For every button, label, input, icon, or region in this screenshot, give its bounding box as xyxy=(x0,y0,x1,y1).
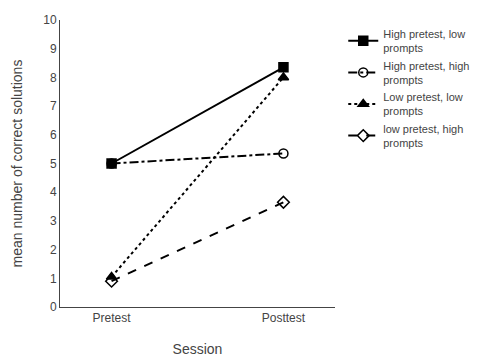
svg-text:1: 1 xyxy=(50,272,57,286)
svg-text:0: 0 xyxy=(50,300,57,314)
svg-text:2: 2 xyxy=(50,243,57,257)
svg-text:7: 7 xyxy=(50,99,57,113)
svg-text:Low pretest, lowprompts: Low pretest, lowprompts xyxy=(383,91,463,117)
svg-text:High pretest, lowprompts: High pretest, lowprompts xyxy=(383,28,465,54)
svg-text:low pretest, highprompts: low pretest, highprompts xyxy=(383,123,463,149)
svg-text:9: 9 xyxy=(50,42,57,56)
svg-text:Posttest: Posttest xyxy=(262,311,306,325)
svg-text:Pretest: Pretest xyxy=(93,311,132,325)
svg-text:10: 10 xyxy=(43,13,57,27)
svg-text:3: 3 xyxy=(50,214,57,228)
svg-text:mean number of correct solutio: mean number of correct solutions xyxy=(9,60,25,268)
svg-text:8: 8 xyxy=(50,71,57,85)
svg-text:6: 6 xyxy=(50,128,57,142)
svg-text:5: 5 xyxy=(50,157,57,171)
svg-text:High pretest, highprompts: High pretest, highprompts xyxy=(383,60,469,86)
svg-text:Session: Session xyxy=(173,341,223,357)
svg-text:4: 4 xyxy=(50,185,57,199)
